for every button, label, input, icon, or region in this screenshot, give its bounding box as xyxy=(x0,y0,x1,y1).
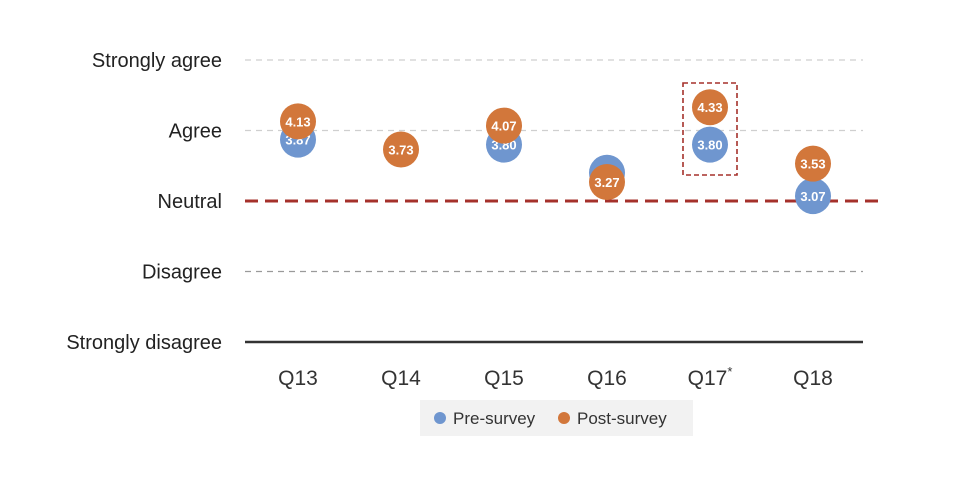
y-tick-label-0: Strongly agree xyxy=(92,50,222,72)
legend-swatch-pre-survey xyxy=(434,412,446,424)
legend-box xyxy=(420,400,693,436)
data-label-post-survey-Q14: 3.73 xyxy=(388,143,413,158)
highlight-box xyxy=(682,82,738,176)
x-tick-label-Q14: Q14 xyxy=(381,367,421,390)
y-tick-label-1: Agree xyxy=(169,121,222,143)
x-tick-label-Q15: Q15 xyxy=(484,367,524,390)
y-tick-label-4: Strongly disagree xyxy=(66,332,222,354)
y-tick-label-3: Disagree xyxy=(142,262,222,284)
point-pre-survey-Q18 xyxy=(795,178,831,215)
point-post-survey-Q17 xyxy=(692,89,728,126)
data-label-post-survey-Q15: 4.07 xyxy=(491,119,516,134)
data-label-post-survey-Q17: 4.33 xyxy=(697,100,722,115)
data-label-pre-survey-Q17: 3.80 xyxy=(697,138,722,153)
legend-swatch-post-survey xyxy=(558,412,570,424)
x-tick-label-Q17: Q17* xyxy=(688,364,733,390)
data-label-post-survey-Q18: 3.53 xyxy=(800,157,825,172)
legend-label-post-survey: Post-survey xyxy=(577,409,667,428)
point-post-survey-Q16 xyxy=(589,163,625,200)
point-post-survey-Q13 xyxy=(280,103,316,140)
x-tick-label-Q16: Q16 xyxy=(587,367,627,390)
point-pre-survey-Q17 xyxy=(692,126,728,163)
significance-mark: * xyxy=(727,364,732,379)
legend-label-pre-survey: Pre-survey xyxy=(453,409,536,428)
x-tick-label-Q18: Q18 xyxy=(793,367,833,390)
point-post-survey-Q15 xyxy=(486,107,522,144)
point-post-survey-Q14 xyxy=(383,131,419,168)
data-label-post-survey-Q13: 4.13 xyxy=(285,114,310,129)
data-label-post-survey-Q16: 3.27 xyxy=(594,175,619,190)
point-post-survey-Q18 xyxy=(795,145,831,182)
data-label-pre-survey-Q18: 3.07 xyxy=(800,189,825,204)
x-tick-label-Q13: Q13 xyxy=(278,367,318,390)
y-tick-label-2: Neutral xyxy=(158,191,222,213)
